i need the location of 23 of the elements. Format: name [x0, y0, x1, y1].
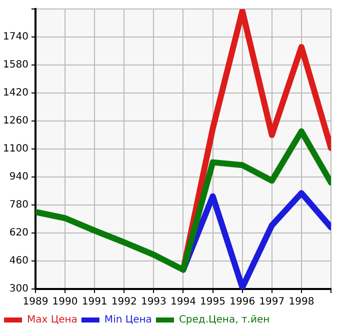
- y-tick-label: 1260: [2, 116, 28, 127]
- y-tick-label: 1580: [2, 60, 28, 71]
- y-tick-label: 940: [9, 172, 28, 183]
- x-tick-label: 1998: [288, 296, 314, 308]
- y-tick-label: 780: [9, 200, 28, 211]
- x-tick-label: 1995: [200, 296, 226, 308]
- x-tick-label: 1990: [52, 296, 78, 308]
- y-tick-label: 1100: [2, 144, 28, 155]
- y-tick-label: 300: [9, 284, 28, 295]
- x-tick-label: 1996: [230, 296, 256, 308]
- x-tick-label: 1997: [259, 296, 285, 308]
- x-tick-label: 1993: [140, 296, 166, 308]
- x-tick-label: 1994: [170, 296, 196, 308]
- legend-label: Min Цена: [104, 314, 152, 326]
- y-tick-label: 1740: [2, 32, 28, 43]
- x-tick-label: 1992: [111, 296, 137, 308]
- y-tick-label: 1420: [2, 88, 28, 99]
- x-tick-label: 1989: [22, 296, 48, 308]
- x-tick-label: 1991: [82, 296, 108, 308]
- legend-label: Max Цена: [27, 314, 78, 326]
- legend-label: Сред.Цена, т.йен: [178, 314, 270, 326]
- y-tick-label: 620: [9, 228, 28, 239]
- y-tick-label: 460: [9, 256, 28, 267]
